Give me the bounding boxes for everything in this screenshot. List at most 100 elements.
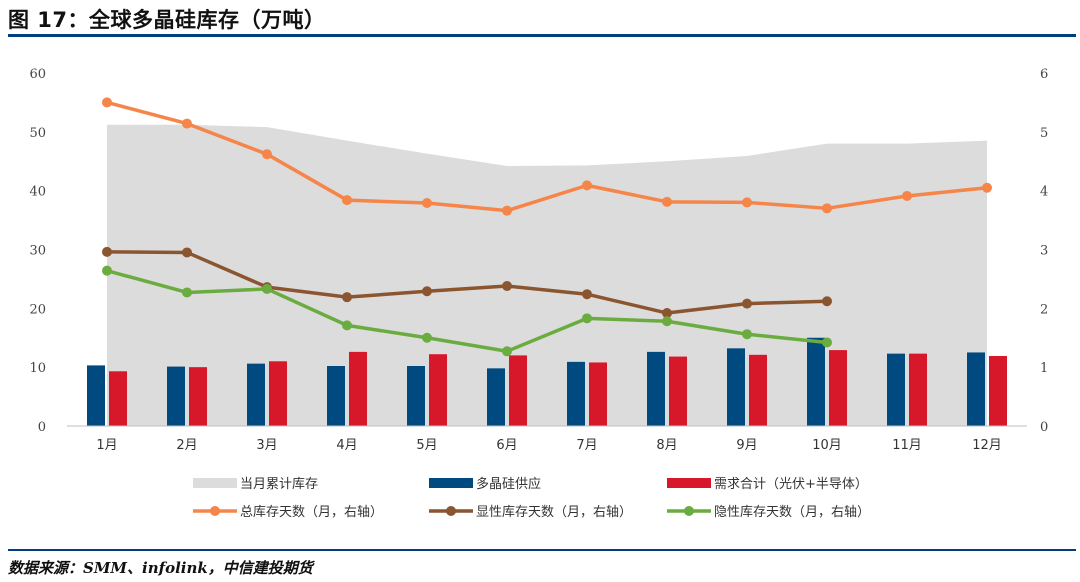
- x-tick-label: 3月: [256, 438, 277, 453]
- bar-supply-4: [327, 365, 345, 426]
- point-total-days-2: [182, 118, 192, 129]
- bar-supply-10: [807, 337, 825, 426]
- y-right-tick-label: 5: [1040, 126, 1048, 141]
- point-total-days-9: [742, 197, 752, 208]
- y-right-tick-label: 2: [1040, 302, 1048, 317]
- bar-demand-6: [509, 355, 527, 426]
- x-tick-label: 12月: [972, 438, 1002, 453]
- point-total-days-6: [502, 205, 512, 216]
- area-cumulative-inventory: [107, 124, 987, 427]
- legend-supply-swatch: [429, 478, 473, 488]
- legend-hidden-days-label: 隐性库存天数（月，右轴）: [714, 504, 870, 520]
- point-total-days-8: [662, 196, 672, 207]
- legend-visible-days-label: 显性库存天数（月，右轴）: [476, 504, 632, 520]
- point-visible-days-4: [342, 292, 352, 303]
- point-visible-days-5: [422, 286, 432, 297]
- bar-demand-4: [349, 351, 367, 426]
- point-hidden-days-1: [102, 265, 112, 276]
- point-total-days-7: [582, 180, 592, 191]
- x-tick-label: 9月: [736, 438, 757, 453]
- point-hidden-days-6: [502, 346, 512, 357]
- y-left-tick-label: 60: [29, 67, 46, 82]
- legend-cumulative-inventory-swatch: [193, 478, 237, 488]
- bar-layer: [87, 337, 1007, 426]
- bar-supply-2: [167, 366, 185, 426]
- point-visible-days-8: [662, 308, 672, 319]
- line-total-days: [105, 100, 989, 213]
- point-hidden-days-8: [662, 316, 672, 327]
- legend-supply-label: 多晶硅供应: [476, 476, 541, 492]
- legend-demand-label: 需求合计（光伏+半导体）: [714, 477, 868, 492]
- point-visible-days-9: [742, 298, 752, 309]
- bar-supply-7: [567, 361, 585, 426]
- bar-supply-5: [407, 365, 425, 426]
- area-layer: [107, 124, 987, 427]
- bar-demand-10: [829, 350, 847, 426]
- point-total-days-11: [902, 190, 912, 201]
- bar-supply-11: [887, 353, 905, 426]
- y-left-tick-label: 40: [29, 185, 46, 200]
- bar-demand-1: [109, 371, 127, 426]
- x-tick-label: 8月: [656, 438, 677, 453]
- inventory-chart: 0 10 20 30 40 50 60 0 1 2 3 4 5 6 1月 2月 3月 4月 5月 6月 7月 8月 9月 10…: [29, 67, 1048, 520]
- bar-demand-8: [669, 356, 687, 426]
- bar-demand-9: [749, 354, 767, 426]
- axis-layer: 0 10 20 30 40 50 60 0 1 2 3 4 5 6 1月 2月 3月 4月 5月 6月 7月 8月 9月 10…: [29, 67, 1048, 453]
- line-layer: [102, 97, 992, 357]
- point-total-days-3: [262, 149, 272, 160]
- bar-demand-12: [989, 355, 1007, 426]
- bar-supply-1: [87, 365, 105, 426]
- legend-hidden-days-marker: [684, 506, 694, 516]
- line-visible-days: [105, 250, 829, 315]
- legend-cumulative-inventory-label: 当月累计库存: [240, 476, 318, 492]
- y-left-tick-label: 0: [38, 420, 46, 435]
- point-hidden-days-2: [182, 287, 192, 298]
- x-tick-label: 11月: [892, 438, 922, 453]
- y-right-tick-label: 6: [1040, 67, 1048, 82]
- bar-demand-3: [269, 361, 287, 426]
- y-right-tick-label: 3: [1040, 244, 1048, 259]
- point-visible-days-6: [502, 280, 512, 291]
- legend: 当月累计库存 多晶硅供应 需求合计（光伏+半导体） 总库存天数（月，右轴） 显性库存天数…: [193, 476, 870, 520]
- point-total-days-4: [342, 195, 352, 206]
- x-tick-label: 4月: [336, 438, 357, 453]
- point-visible-days-10: [822, 296, 832, 307]
- bar-demand-11: [909, 353, 927, 426]
- x-tick-label: 10月: [812, 438, 842, 453]
- bar-supply-8: [647, 351, 665, 426]
- title-divider: [8, 34, 1076, 37]
- y-left-tick-label: 20: [29, 302, 46, 317]
- point-hidden-days-7: [582, 313, 592, 324]
- legend-visible-days-marker: [446, 506, 456, 516]
- point-total-days-12: [982, 182, 992, 193]
- line-hidden-days: [105, 268, 829, 354]
- y-right-tick-label: 0: [1040, 420, 1048, 435]
- x-tick-label: 1月: [96, 438, 117, 453]
- point-hidden-days-4: [342, 320, 352, 331]
- bar-supply-6: [487, 368, 505, 426]
- y-left-tick-label: 50: [29, 126, 46, 141]
- bar-demand-7: [589, 362, 607, 426]
- point-visible-days-1: [102, 246, 112, 257]
- point-visible-days-7: [582, 289, 592, 300]
- legend-total-days-label: 总库存天数（月，右轴）: [240, 504, 383, 520]
- bar-supply-12: [967, 352, 985, 426]
- y-right-tick-label: 1: [1040, 361, 1048, 376]
- point-hidden-days-5: [422, 332, 432, 343]
- bar-supply-9: [727, 348, 745, 426]
- x-tick-label: 5月: [416, 438, 437, 453]
- y-left-tick-label: 30: [29, 244, 46, 259]
- point-hidden-days-10: [822, 337, 832, 348]
- point-hidden-days-3: [262, 283, 272, 294]
- y-right-tick-label: 4: [1040, 185, 1048, 200]
- point-visible-days-2: [182, 247, 192, 258]
- point-total-days-1: [102, 97, 112, 108]
- bar-demand-5: [429, 354, 447, 426]
- point-total-days-10: [822, 203, 832, 214]
- bar-demand-2: [189, 367, 207, 426]
- point-total-days-5: [422, 198, 432, 209]
- x-tick-label: 6月: [496, 438, 517, 453]
- bar-supply-3: [247, 363, 265, 426]
- source-note: 数据来源：SMM、infolink，中信建投期货: [8, 559, 313, 577]
- x-tick-label: 2月: [176, 438, 197, 453]
